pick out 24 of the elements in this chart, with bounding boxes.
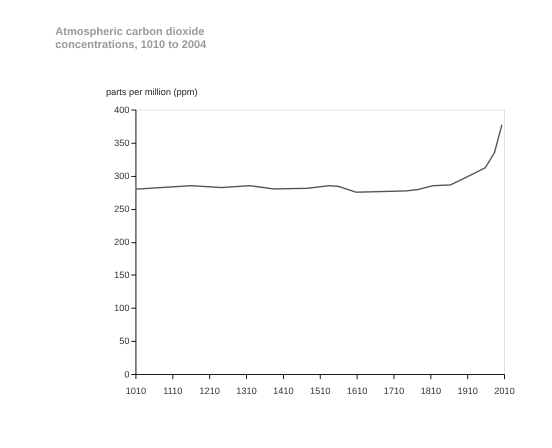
x-tick-label: 1310	[236, 386, 257, 396]
y-tick-label: 200	[114, 237, 130, 248]
y-tick-label: 100	[114, 303, 130, 314]
line-series	[134, 124, 503, 193]
x-tick-label: 1410	[273, 386, 294, 396]
x-tick-label: 2010	[494, 386, 515, 396]
y-tick-label: 50	[119, 336, 130, 346]
y-tick-label: 300	[114, 170, 130, 181]
y-tick-label: 150	[114, 270, 130, 280]
x-tick-label: 1110	[163, 386, 182, 396]
y-tick-label: 400	[114, 104, 130, 115]
x-tick-label: 1510	[310, 386, 330, 396]
text: concentrations, 1010 to 2004	[55, 38, 206, 51]
text: Atmospheric carbon dioxide	[55, 26, 204, 38]
x-tick-label: 1910	[457, 386, 478, 396]
y-axis-title: parts per million (ppm)	[106, 86, 198, 97]
x-tick-label: 1610	[346, 386, 368, 396]
x-tick-label: 1810	[420, 386, 442, 396]
y-tick-label: 250	[114, 204, 130, 214]
y-tick-label: 350	[114, 138, 130, 148]
x-tick-label: 1010	[126, 386, 146, 396]
y-tick-label: 0	[124, 369, 130, 380]
x-tick-label: 1210	[199, 386, 220, 396]
x-tick-label: 1710	[384, 386, 404, 396]
